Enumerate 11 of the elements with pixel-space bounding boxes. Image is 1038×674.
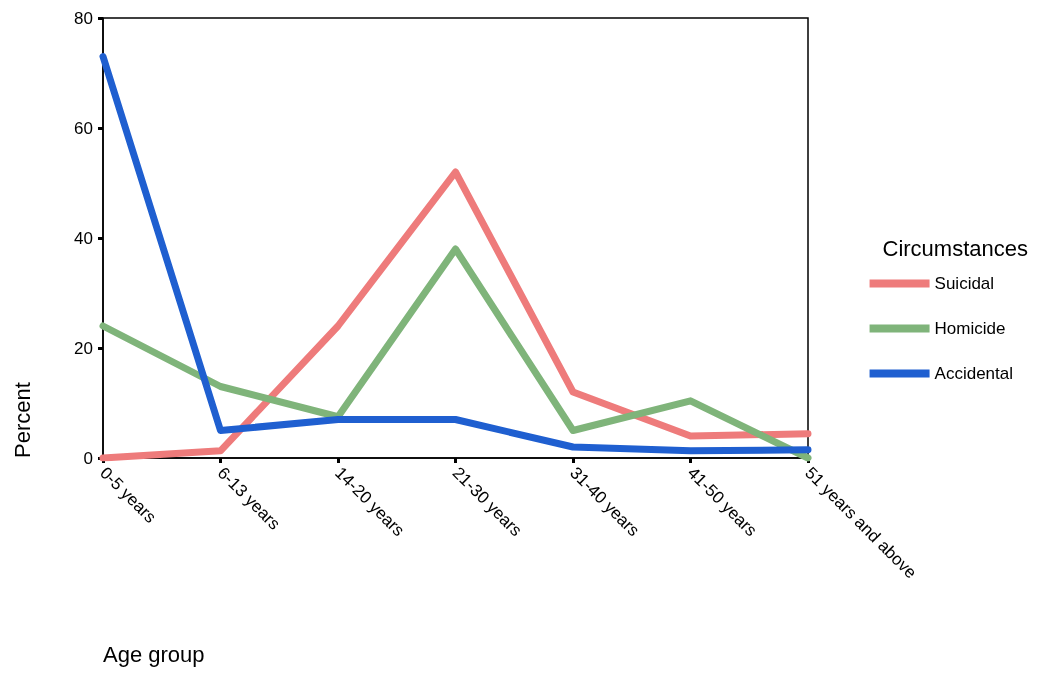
legend-label: Suicidal: [934, 274, 995, 293]
legend-label: Homicide: [934, 319, 1006, 338]
y-tick-label: 40: [74, 228, 93, 248]
y-tick-label: 60: [74, 118, 93, 138]
y-tick-label: 0: [83, 448, 93, 468]
y-tick-label: 80: [74, 8, 93, 28]
legend-title: Circumstances: [882, 235, 1028, 261]
legend-label: Accidental: [934, 364, 1013, 383]
x-axis-title: Age group: [103, 641, 205, 667]
y-tick-label: 20: [74, 338, 93, 358]
y-axis-title: Percent: [9, 382, 35, 458]
